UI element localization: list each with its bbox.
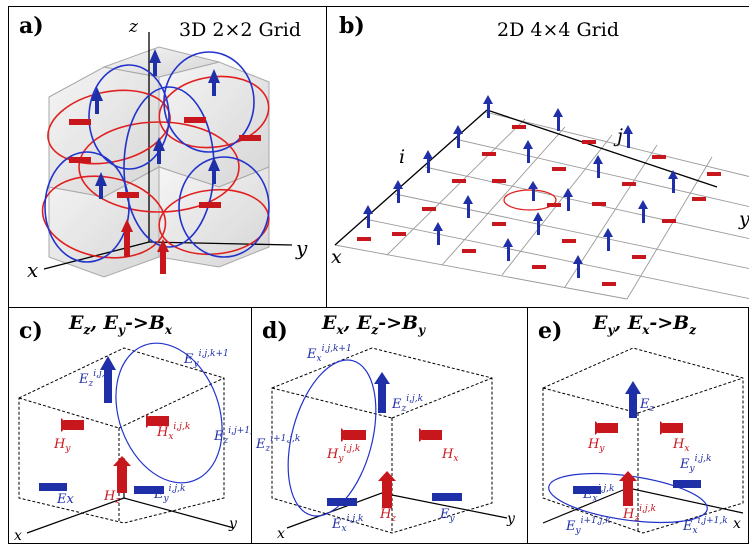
- red-arrows-a: [69, 117, 261, 274]
- panel-e-figure: Ez Eyi,j,k Exi,j,k Eyi+1,j,k Exi,j+1,k H…: [542, 347, 744, 536]
- e-arrows-e: [573, 381, 701, 494]
- label-hx-d: Hx: [441, 447, 458, 464]
- label-ez-left-d: Ezi+1,j,k: [255, 434, 300, 454]
- cube-e: [542, 347, 744, 534]
- cube-d: [271, 347, 493, 534]
- axis-y-d: y: [506, 511, 516, 527]
- label-hz-e: Hzi,j,k: [622, 504, 656, 524]
- panel-a-title: 3D 2×2 Grid: [179, 19, 301, 41]
- axis-x-label: x: [331, 246, 342, 268]
- axes-d: [286, 492, 508, 529]
- panel-b-2d-grid: b) 2D 4×4 Grid: [326, 6, 749, 309]
- h-arrows-e: [595, 421, 683, 506]
- panel-b-figure: i j x y: [331, 95, 749, 300]
- panel-e-title: Ey, Ex->Bz: [593, 312, 697, 337]
- label-hx-c: Hxi,j,k: [156, 422, 190, 442]
- label-ex-e: Exi,j,k: [582, 484, 614, 504]
- label-hz-c: Hz: [103, 489, 120, 506]
- panel-e-bz: e) Ey, Ex->Bz Ez Eyi,j,k Exi,j,k Eyi+1,j…: [527, 307, 749, 544]
- label-ex-c: Ex: [56, 492, 74, 507]
- panel-e-label: e): [538, 318, 563, 344]
- label-hx-e: Hx: [672, 437, 689, 454]
- label-hy-e: Hy: [587, 437, 605, 454]
- label-ey-bot-e: Eyi+1,j,k: [565, 516, 611, 536]
- label-ex-top-d: Exi,j,k+1: [306, 344, 352, 364]
- loop-d: [287, 359, 377, 517]
- panel-b-label: b): [339, 13, 365, 39]
- label-hy-c: Hy: [53, 437, 71, 454]
- grid-b: [334, 111, 749, 300]
- h-arrows-d: [341, 428, 442, 508]
- axis-x-e: x: [733, 516, 741, 532]
- axis-y-c: y: [228, 516, 238, 532]
- cube-c: [18, 347, 225, 524]
- panel-a-figure: z y x: [27, 17, 308, 282]
- axis-x-label: x: [27, 258, 38, 282]
- axis-i-label: i: [399, 146, 405, 168]
- label-ez-right-c: Ezi,j+1,k: [213, 426, 253, 446]
- h-arrows-c: [61, 414, 169, 493]
- panel-c-title: Ez, Ey->Bx: [69, 312, 173, 337]
- e-arrows-c: [39, 356, 164, 494]
- label-ez-c: Ezi,j,k: [78, 369, 110, 389]
- label-ey-d: Ey: [439, 507, 456, 524]
- axis-z-label: z: [128, 17, 139, 37]
- label-ey-top-c: Eyi,j,k+1: [183, 349, 229, 369]
- axes-e: [542, 487, 744, 524]
- axis-j-label: j: [613, 125, 623, 147]
- panel-a-3d-grid: a) 3D 2×2 Grid: [8, 6, 328, 309]
- panel-a-label: a): [19, 13, 44, 39]
- highlight-loop: [503, 189, 557, 211]
- panel-d-title: Ex, Ez->By: [322, 312, 426, 337]
- axis-x-c: x: [14, 528, 22, 544]
- label-ey-bot-c: Eyi,j,k: [153, 484, 185, 504]
- panel-d-figure: Exi,j,k+1 Ezi,j,k Ezi+1,j,k Exi,j,k Ey H…: [255, 344, 516, 542]
- axis-x-d: x: [277, 526, 285, 542]
- panel-d-by: d) Ex, Ez->By Exi,j,k+1 Ezi,j,k Ezi+1,j,…: [251, 307, 529, 544]
- panel-b-title: 2D 4×4 Grid: [497, 19, 619, 41]
- red-arrows-b: [357, 125, 721, 286]
- label-hy-d: Hyi,j,k: [326, 444, 360, 464]
- label-ez-e: Ez: [639, 397, 655, 414]
- panel-c-figure: Ezi,j,k Eyi,j,k+1 Ezi,j+1,k Ex Eyi,j,k H…: [14, 342, 253, 544]
- e-arrows-d: [327, 372, 462, 506]
- panel-c-bx: c) Ez, Ey->Bx Ezi,j,k Eyi,j,k+1 Ezi,j+1,…: [8, 307, 253, 544]
- loop-c: [115, 342, 223, 484]
- label-ex-bot-d: Exi,j,k: [331, 514, 363, 534]
- axis-y-label: y: [738, 208, 749, 230]
- blue-arrows-a: [91, 49, 220, 199]
- axis-y-label: y: [295, 236, 308, 260]
- panel-d-label: d): [262, 318, 288, 344]
- panel-c-label: c): [19, 318, 43, 344]
- label-ex-bot-e: Exi,j+1,k: [682, 516, 728, 536]
- label-hz-d: Hz: [379, 507, 396, 524]
- label-ey-e: Eyi,j,k: [679, 454, 711, 474]
- blue-arrows-b: [363, 95, 678, 278]
- label-ez-d: Ezi,j,k: [391, 394, 423, 414]
